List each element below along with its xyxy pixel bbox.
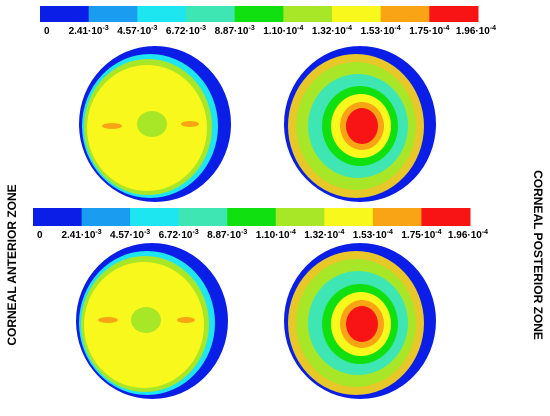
label-base: 1.32·10 — [304, 230, 338, 241]
colorbar-segment — [81, 208, 131, 226]
colorbar-segment — [88, 6, 138, 22]
label-base: 1.53·10 — [361, 26, 395, 37]
label-base: 6.72·10 — [159, 230, 193, 241]
label-exponent: -4 — [443, 25, 449, 32]
colorbar-segment — [429, 6, 479, 22]
colorbar-segment — [227, 208, 277, 226]
side-label-right: CORNEAL POSTERIOR ZONE — [531, 170, 545, 340]
label-base: 0 — [37, 230, 43, 241]
colorbar-label: 8.87·10-3 — [207, 229, 247, 241]
colorbar-label: 1.32·10-4 — [304, 229, 344, 241]
colorbar-segment — [421, 208, 471, 226]
anterior-map-bottom — [76, 243, 228, 399]
colorbar-label: 1.32·10-4 — [312, 25, 352, 37]
colorbar-label: 1.75·10-4 — [401, 229, 441, 241]
colorbar-segment — [130, 208, 180, 226]
label-exponent: -4 — [387, 229, 393, 236]
label-exponent: -4 — [297, 25, 303, 32]
posterior-map-top — [284, 46, 436, 202]
colorbar-segment — [372, 208, 422, 226]
label-exponent: -4 — [290, 229, 296, 236]
label-exponent: -4 — [338, 229, 344, 236]
label-base: 1.10·10 — [256, 230, 290, 241]
label-base: 1.96·10 — [456, 26, 490, 37]
label-exponent: -4 — [435, 229, 441, 236]
label-exponent: -3 — [151, 25, 157, 32]
label-exponent: -4 — [490, 25, 496, 32]
label-base: 1.96·10 — [448, 230, 482, 241]
colorbar-segment — [33, 208, 83, 226]
colorbar-segment — [283, 6, 333, 22]
colorbar-segment — [40, 6, 90, 22]
label-base: 1.32·10 — [312, 26, 346, 37]
colorbar-label: 2.41·10-3 — [69, 25, 109, 37]
label-exponent: -3 — [249, 25, 255, 32]
colorbar-label: 0 — [37, 230, 43, 241]
label-base: 4.57·10 — [117, 26, 151, 37]
colorbar-segment — [178, 208, 228, 226]
label-base: 0 — [44, 26, 50, 37]
label-exponent: -4 — [395, 25, 401, 32]
label-base: 1.10·10 — [263, 26, 297, 37]
colorbar-label: 1.10·10-4 — [263, 25, 303, 37]
label-exponent: -3 — [144, 229, 150, 236]
colorbar-label: 8.87·10-3 — [215, 25, 255, 37]
colorbar-label: 4.57·10-3 — [117, 25, 157, 37]
colorbar-segment — [186, 6, 236, 22]
colorbar-segment — [332, 6, 382, 22]
colorbar-segment — [234, 6, 284, 22]
side-label-left: CORNEAL ANTERIOR ZONE — [5, 184, 19, 345]
label-base: 1.75·10 — [401, 230, 435, 241]
label-base: 8.87·10 — [215, 26, 249, 37]
colorbar-label: 0 — [44, 26, 50, 37]
label-base: 6.72·10 — [166, 26, 200, 37]
label-base: 8.87·10 — [207, 230, 241, 241]
colorbar-label: 6.72·10-3 — [159, 229, 199, 241]
colorbar-segment — [137, 6, 187, 22]
colorbar-label: 1.10·10-4 — [256, 229, 296, 241]
colorbar-label: 1.96·10-4 — [456, 25, 496, 37]
label-base: 2.41·10 — [69, 26, 103, 37]
label-exponent: -3 — [200, 25, 206, 32]
label-base: 1.75·10 — [409, 26, 443, 37]
colorbar: 0 2.41·10-3 4.57·10-3 6.72·10-3 8.87·10-3 1.1… — [40, 6, 496, 37]
colorbar-label: 1.53·10-4 — [353, 229, 393, 241]
colorbar-label: 1.75·10-4 — [409, 25, 449, 37]
label-exponent: -3 — [103, 25, 109, 32]
label-exponent: -4 — [482, 229, 488, 236]
label-exponent: -3 — [193, 229, 199, 236]
colorbar-label: 2.41·10-3 — [61, 229, 101, 241]
colorbar-segment — [275, 208, 325, 226]
colorbar: 0 2.41·10-3 4.57·10-3 6.72·10-3 8.87·10-3 1.1… — [33, 208, 488, 241]
posterior-map-bottom — [284, 243, 436, 399]
label-exponent: -3 — [241, 229, 247, 236]
label-base: 1.53·10 — [353, 230, 387, 241]
colorbar-label: 6.72·10-3 — [166, 25, 206, 37]
label-exponent: -4 — [346, 25, 352, 32]
label-base: 2.41·10 — [61, 230, 95, 241]
colorbar-label: 4.57·10-3 — [110, 229, 150, 241]
colorbar-segment — [380, 6, 430, 22]
label-exponent: -3 — [95, 229, 101, 236]
colorbar-label: 1.96·10-4 — [448, 229, 488, 241]
anterior-map-top — [79, 46, 231, 202]
colorbar-segment — [324, 208, 374, 226]
label-base: 4.57·10 — [110, 230, 144, 241]
colorbar-label: 1.53·10-4 — [361, 25, 401, 37]
